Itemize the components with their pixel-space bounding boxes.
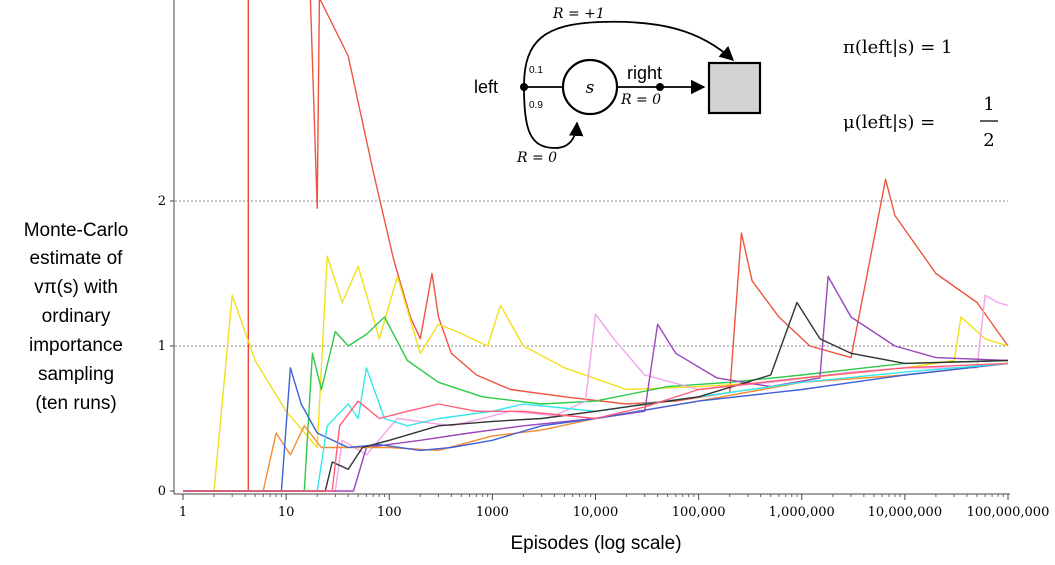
y-axis-label: Monte-Carlo estimate of vπ(s) with ordin…	[24, 220, 129, 414]
x-tick-label: 10,000	[573, 505, 619, 520]
series-line-8	[183, 362, 1009, 492]
x-ticks: 1 10 100 1000 10,000 100,000 1,000,000 10,000,0…	[179, 494, 1050, 520]
series-line-1	[183, 0, 249, 492]
y-label-line-5: importance	[29, 335, 123, 356]
right-action-label: right	[627, 63, 662, 83]
y-tick-label: 2	[158, 194, 166, 209]
bottom-transition-arrow	[523, 87, 584, 149]
top-reward-label: R = +1	[552, 6, 605, 22]
y-tick-label: 1	[158, 339, 166, 354]
axes	[173, 0, 1010, 495]
left-action-label: left	[474, 77, 498, 97]
mdp-diagram: s left right 0.1 0.9 R = +1 R = 0 R = 0	[474, 6, 762, 166]
y-label-line-1: Monte-Carlo	[24, 220, 129, 241]
left-action-dot	[520, 83, 528, 91]
x-tick-label: 100	[377, 505, 402, 520]
series-line-5	[183, 294, 1009, 492]
top-transition-arrow	[523, 20, 735, 87]
target-policy-formula: π(left|s) = 1	[843, 37, 952, 58]
x-tick-label: 100,000	[672, 505, 726, 520]
prob-top-label: 0.1	[529, 65, 543, 76]
series-line-11	[183, 362, 1009, 492]
series-line-10	[183, 301, 1009, 492]
series-line-2	[309, 0, 1009, 405]
y-label-line-2: estimate of	[30, 248, 124, 269]
series-line-9	[183, 362, 1009, 492]
terminal-state-box	[707, 61, 762, 115]
y-tick-label: 0	[158, 484, 166, 499]
x-tick-label: 100,000,000	[967, 505, 1050, 520]
y-label-line-7: (ten runs)	[35, 393, 116, 414]
series-line-7	[183, 362, 1009, 492]
behavior-fraction-numerator: 1	[983, 94, 994, 115]
prob-bottom-label: 0.9	[529, 100, 543, 111]
right-reward-label: R = 0	[620, 92, 661, 108]
reference-gridlines	[175, 200, 1008, 347]
series-line-6	[183, 275, 1009, 492]
behavior-fraction-denominator: 2	[983, 130, 994, 151]
y-ticks: 0 1 2	[158, 194, 174, 499]
x-tick-label: 10,000,000	[868, 505, 942, 520]
series-lines	[183, 0, 1009, 492]
policy-formulas: π(left|s) = 1 μ(left|s) = 1 2	[843, 37, 998, 151]
x-tick-label: 1,000,000	[769, 505, 835, 520]
y-label-line-3: vπ(s) with	[34, 277, 118, 298]
state-label: s	[586, 78, 595, 98]
y-label-line-6: sampling	[38, 364, 114, 385]
x-tick-label: 1000	[476, 505, 509, 520]
x-tick-label: 10	[278, 505, 295, 520]
y-label-line-4: ordinary	[42, 306, 111, 327]
behavior-policy-formula: μ(left|s) =	[843, 112, 935, 133]
x-axis-label: Episodes (log scale)	[510, 533, 681, 554]
series-line-4	[183, 316, 1009, 492]
right-action-dot	[656, 83, 664, 91]
x-tick-label: 1	[179, 505, 187, 520]
bottom-reward-label: R = 0	[516, 150, 557, 166]
